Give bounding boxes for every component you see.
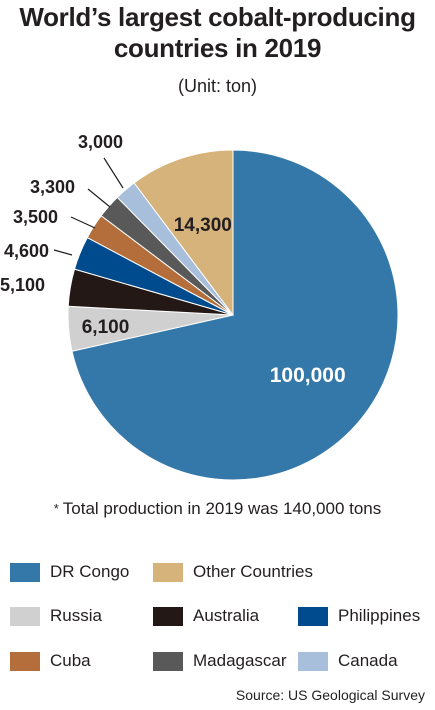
legend-swatch-russia [10, 606, 40, 626]
leader-line-canada [103, 157, 124, 189]
chart-title-line-1: World’s largest cobalt-producing [19, 2, 416, 32]
note-asterisk: * [53, 501, 59, 516]
legend-label-canada: Canada [338, 651, 398, 670]
leader-line-philippines [53, 249, 73, 256]
legend-label-dr-congo: DR Congo [50, 562, 130, 581]
source-credit: Source: US Geological Survey [235, 687, 425, 703]
legend-swatch-canada [298, 651, 328, 671]
legend-item-canada: Canada [298, 650, 398, 672]
leader-line-madagascar [87, 188, 111, 208]
legend-label-russia: Russia [50, 606, 102, 625]
legend-swatch-madagascar [153, 651, 183, 671]
legend-swatch-philippines [298, 606, 328, 626]
slice-label-philippines: 4,600 [4, 241, 49, 261]
legend-item-other-countries: Other Countries [153, 561, 313, 583]
slice-label-canada: 3,000 [78, 132, 123, 152]
pie-chart: 100,000 6,100 5,100 4,600 3,500 3,300 3,000 14,… [0, 132, 399, 481]
pie-slice-dr-congo [71, 149, 399, 481]
legend-item-cuba: Cuba [10, 650, 91, 672]
slice-label-other-countries: 14,300 [174, 215, 232, 236]
legend-swatch-cuba [10, 651, 40, 671]
legend-item-madagascar: Madagascar [153, 650, 287, 672]
slice-label-dr-congo: 100,000 [270, 364, 346, 387]
legend-label-other-countries: Other Countries [193, 562, 313, 581]
pie-slice-other-countries [133, 149, 234, 317]
slice-label-madagascar: 3,300 [30, 177, 75, 197]
slice-label-russia: 6,100 [82, 317, 130, 338]
legend-item-russia: Russia [10, 605, 102, 627]
legend-swatch-dr-congo [10, 562, 40, 582]
legend-item-dr-congo: DR Congo [10, 561, 129, 583]
chart-title-line-2: countries in 2019 [113, 33, 322, 63]
total-note: * Total production in 2019 was 140,000 to… [0, 499, 435, 519]
legend-label-philippines: Philippines [338, 606, 421, 625]
chart-title: World’s largest cobalt-producing countri… [0, 2, 435, 64]
slice-label-australia: 5,100 [0, 275, 45, 295]
legend-item-philippines: Philippines [298, 605, 420, 627]
leader-line-cuba [70, 216, 96, 229]
unit-subtitle: (Unit: ton) [177, 76, 258, 96]
legend-label-cuba: Cuba [50, 651, 91, 670]
legend-label-australia: Australia [193, 606, 260, 625]
slice-label-cuba: 3,500 [13, 207, 58, 227]
legend-label-madagascar: Madagascar [193, 651, 287, 670]
legend-item-australia: Australia [153, 605, 259, 627]
legend-swatch-australia [153, 606, 183, 626]
legend-swatch-other-countries [153, 562, 183, 582]
note-text: Total production in 2019 was 140,000 ton… [62, 499, 382, 518]
